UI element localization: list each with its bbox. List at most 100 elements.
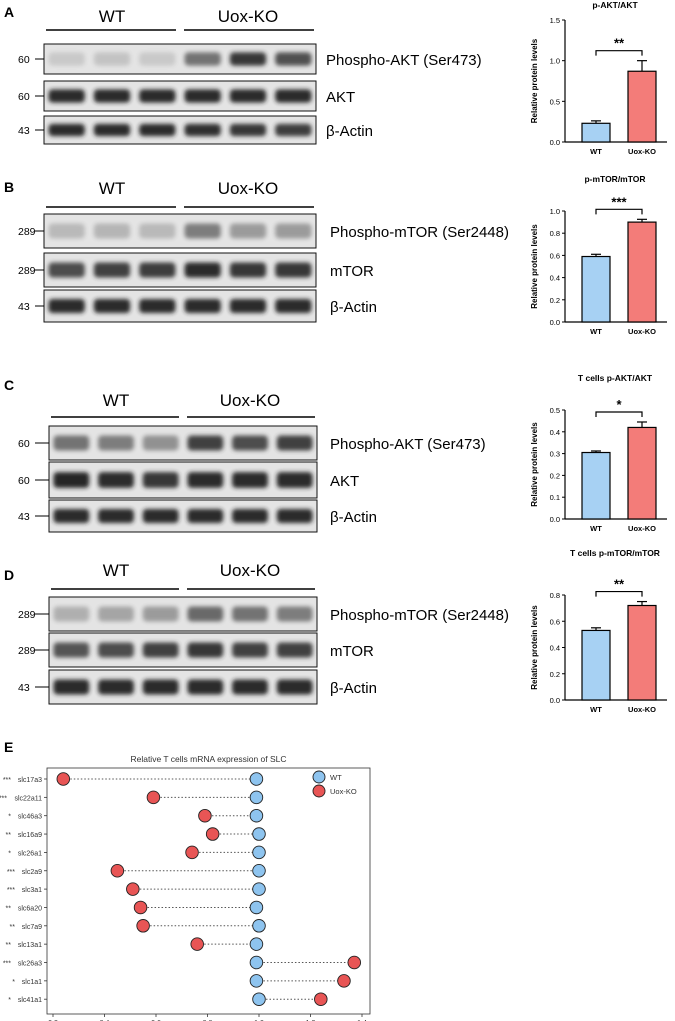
uox-ko-point xyxy=(205,827,220,841)
x-tick-label: Uox-KO xyxy=(628,147,656,156)
molecular-weight-label: 43 xyxy=(18,125,30,137)
blot-band xyxy=(184,123,221,137)
molecular-weight-label: 60 xyxy=(18,475,30,487)
molecular-weight-label: 43 xyxy=(18,301,30,313)
y-tick-label: 0.8 xyxy=(550,229,560,238)
blot-label: AKT xyxy=(326,89,355,106)
bar xyxy=(581,255,611,323)
molecular-weight-label: 60 xyxy=(18,438,30,450)
uox-ko-point xyxy=(133,900,148,915)
blot-strip xyxy=(43,115,317,145)
y-tick-label: 0.4 xyxy=(550,428,560,437)
y-tick-label: 0.4 xyxy=(550,644,560,653)
blot-strip xyxy=(43,252,317,288)
group-label-ko: Uox-KO xyxy=(220,561,280,580)
x-tick-label: WT xyxy=(590,327,602,336)
gene-label: slc13a1 xyxy=(18,942,42,949)
blot-label: β-Actin xyxy=(326,123,373,140)
group-label-wt: WT xyxy=(103,391,129,410)
gene-label: slc7a9 xyxy=(22,924,42,931)
uox-ko-point xyxy=(126,882,140,896)
gene-significance: *** xyxy=(7,887,15,894)
y-axis-label: Relative protein levels xyxy=(530,422,539,507)
blot-band xyxy=(93,123,131,137)
y-tick-label: 0.6 xyxy=(550,251,560,260)
y-tick-label: 0.2 xyxy=(550,670,560,679)
gene-significance: * xyxy=(12,979,15,986)
blot-band xyxy=(187,435,224,451)
blot-label: mTOR xyxy=(330,643,374,660)
blot-band xyxy=(229,123,267,137)
blot-band xyxy=(232,606,268,622)
bar-chart-title: p-AKT/AKT xyxy=(592,0,638,10)
uox-ko-point xyxy=(337,974,351,988)
y-tick-label: 0.2 xyxy=(550,471,560,480)
y-tick-label: 0.3 xyxy=(550,450,560,459)
y-axis-label: Relative protein levels xyxy=(530,224,539,309)
x-tick-label: WT xyxy=(590,147,602,156)
blot-band xyxy=(98,679,134,695)
blot-band xyxy=(232,679,268,695)
wt-point xyxy=(252,882,266,896)
group-label-ko: Uox-KO xyxy=(220,391,280,410)
x-tick-label: WT xyxy=(590,705,602,714)
wt-point xyxy=(249,772,264,786)
gene-label: slc6a20 xyxy=(18,905,42,912)
blot-label: Phospho-AKT (Ser473) xyxy=(326,52,482,69)
y-axis-label: Relative protein levels xyxy=(530,605,539,690)
legend-ko-label: Uox-KO xyxy=(330,787,357,796)
blot-strip xyxy=(43,213,317,249)
blot-band xyxy=(98,508,134,524)
blot-band xyxy=(53,508,90,524)
blot-strip xyxy=(48,499,318,533)
x-tick-label: Uox-KO xyxy=(628,705,656,714)
x-tick-label: Uox-KO xyxy=(628,524,656,533)
uox-ko-point xyxy=(136,919,150,933)
molecular-weight-label: 60 xyxy=(18,91,30,103)
blot-band xyxy=(53,472,90,488)
blot-band xyxy=(184,298,221,314)
significance-stars: ** xyxy=(614,36,625,51)
gene-significance: ** xyxy=(6,942,12,949)
gene-label: slc1a1 xyxy=(22,979,42,986)
blot-band xyxy=(232,435,268,451)
gene-label: slc46a3 xyxy=(18,814,42,821)
y-tick-label: 0.0 xyxy=(550,318,560,327)
uox-ko-point xyxy=(347,955,362,970)
blot-band xyxy=(229,298,267,314)
wt-point xyxy=(249,974,264,988)
blot-band xyxy=(187,508,224,524)
uox-ko-point xyxy=(110,864,125,878)
uox-ko-point xyxy=(314,992,328,1006)
molecular-weight-label: 289 xyxy=(18,226,36,238)
blot-band xyxy=(142,606,179,622)
legend-wt-label: WT xyxy=(330,773,342,782)
blot-band xyxy=(142,679,179,695)
blot-band xyxy=(232,508,268,524)
blot-band xyxy=(187,606,224,622)
blot-label: Phospho-AKT (Ser473) xyxy=(330,436,486,453)
blot-band xyxy=(187,642,224,658)
panel-letter: D xyxy=(4,567,14,583)
y-tick-label: 0.4 xyxy=(550,274,560,283)
blot-band xyxy=(232,472,268,488)
bar xyxy=(581,122,611,143)
gene-label: slc22a11 xyxy=(14,795,42,802)
blot-band xyxy=(98,435,134,451)
wt-point xyxy=(249,808,264,823)
blot-strip xyxy=(48,461,318,499)
significance-bracket xyxy=(595,411,643,417)
blot-band xyxy=(93,89,131,103)
bar-chart-title: T cells p-AKT/AKT xyxy=(578,373,653,383)
bar-chart-title: p-mTOR/mTOR xyxy=(584,174,645,184)
blot-band xyxy=(184,262,221,278)
blot-label: AKT xyxy=(330,473,359,490)
gene-significance: *** xyxy=(7,869,15,876)
gene-significance: ** xyxy=(10,924,16,931)
blot-band xyxy=(139,89,176,103)
blot-band xyxy=(48,298,85,314)
blot-band xyxy=(229,262,267,278)
blot-band xyxy=(98,606,134,622)
blot-band xyxy=(276,606,313,622)
blot-label: β-Actin xyxy=(330,299,377,316)
